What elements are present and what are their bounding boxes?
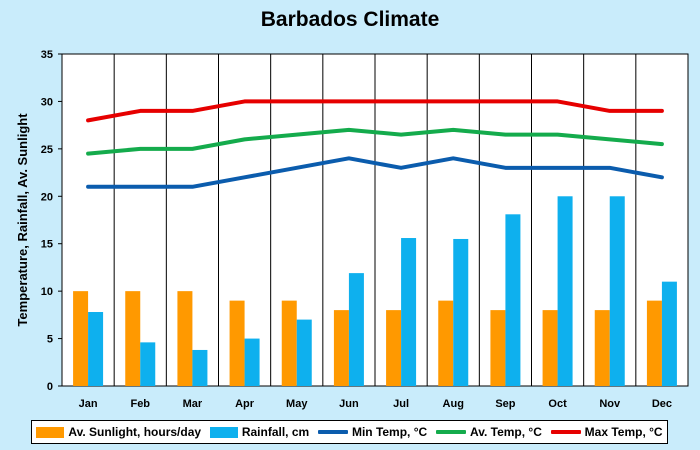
x-tick-label: Oct xyxy=(548,398,567,410)
x-tick-label: May xyxy=(286,398,308,410)
legend-label: Min Temp, °C xyxy=(351,425,428,439)
line-min-temp-c xyxy=(86,156,664,189)
line-max-temp-c xyxy=(86,99,664,123)
bar-rainfall-cm xyxy=(557,196,573,386)
y-tick-label: 5 xyxy=(47,334,53,346)
legend-item-min-temp-c: Min Temp, °C xyxy=(317,425,428,439)
chart-title: Barbados Climate xyxy=(260,8,440,31)
x-tick-label: Feb xyxy=(130,398,150,410)
legend-swatch xyxy=(36,426,65,438)
legend-item-av-sunlight-hours-day: Av. Sunlight, hours/day xyxy=(36,425,201,439)
legend: Av. Sunlight, hours/day Rainfall, cm Min T… xyxy=(31,420,668,444)
legend-label: Av. Temp, °C xyxy=(469,425,542,439)
bar-av-sunlight-hours-day xyxy=(386,310,402,386)
x-tick-label: Jun xyxy=(339,398,359,410)
x-tick-label: Dec xyxy=(652,398,672,410)
x-tick-label: Jul xyxy=(393,398,409,410)
x-tick-label: Apr xyxy=(235,398,255,410)
bar-rainfall-cm xyxy=(192,349,208,386)
y-tick-label: 20 xyxy=(41,191,53,203)
bar-rainfall-cm xyxy=(505,214,521,386)
chart: 0 5 10 15 20 25 30 35 Jan Feb Mar Apr May Jun Jul Aug Se… xyxy=(15,49,689,410)
bar-av-sunlight-hours-day xyxy=(646,300,662,386)
line-av-temp-c xyxy=(86,127,664,156)
bar-av-sunlight-hours-day xyxy=(73,291,89,386)
y-tick-label: 35 xyxy=(41,49,53,61)
bar-rainfall-cm xyxy=(88,312,104,386)
x-tick-label: Jan xyxy=(79,398,98,410)
x-tick-label: Mar xyxy=(183,398,203,410)
y-tick-label: 25 xyxy=(41,144,53,156)
y-tick-label: 0 xyxy=(47,381,53,393)
bar-av-sunlight-hours-day xyxy=(542,310,558,386)
bar-av-sunlight-hours-day xyxy=(281,300,297,386)
bar-rainfall-cm xyxy=(401,238,417,386)
x-tick-label: Aug xyxy=(443,398,464,410)
bar-av-sunlight-hours-day xyxy=(125,291,141,386)
legend-swatch xyxy=(435,430,466,434)
y-tick-label: 30 xyxy=(41,96,53,108)
bar-rainfall-cm xyxy=(609,196,625,386)
legend-label: Av. Sunlight, hours/day xyxy=(68,425,202,439)
bar-av-sunlight-hours-day xyxy=(490,310,506,386)
x-tick-label: Sep xyxy=(495,398,515,410)
legend-swatch xyxy=(550,430,581,434)
x-tick-label: Nov xyxy=(599,398,621,410)
bar-av-sunlight-hours-day xyxy=(177,291,193,386)
bar-rainfall-cm xyxy=(348,273,364,386)
bar-rainfall-cm xyxy=(244,338,260,386)
legend-item-av-temp-c: Av. Temp, °C xyxy=(435,425,542,439)
bar-av-sunlight-hours-day xyxy=(594,310,610,386)
legend-swatch xyxy=(317,430,348,434)
bar-rainfall-cm xyxy=(140,342,156,386)
legend-item-rainfall-cm: Rainfall, cm xyxy=(209,425,310,439)
legend-label: Rainfall, cm xyxy=(241,425,310,439)
legend-swatch xyxy=(209,426,238,438)
y-tick-label: 15 xyxy=(41,239,53,251)
bar-rainfall-cm xyxy=(296,319,312,386)
bar-av-sunlight-hours-day xyxy=(229,300,245,386)
y-axis-title: Temperature, Rainfall, Av. Sunlight xyxy=(15,113,30,327)
bar-av-sunlight-hours-day xyxy=(438,300,454,386)
bar-rainfall-cm xyxy=(453,238,469,386)
legend-item-max-temp-c: Max Temp, °C xyxy=(550,425,663,439)
y-tick-label: 10 xyxy=(41,286,53,298)
bar-av-sunlight-hours-day xyxy=(333,310,349,386)
legend-label: Max Temp, °C xyxy=(584,425,663,439)
bar-rainfall-cm xyxy=(661,281,677,386)
